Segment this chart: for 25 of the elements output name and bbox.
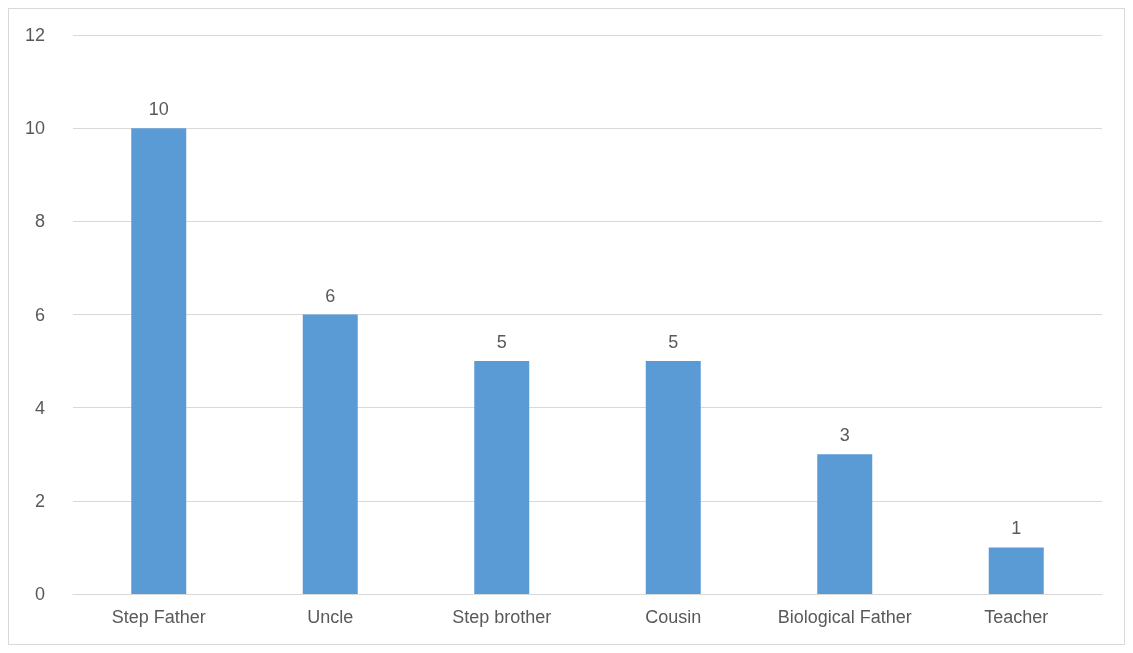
bar [474,361,530,594]
y-tick-label: 8 [34,211,45,232]
x-tick-label: Teacher [984,607,1049,627]
y-tick-label: 10 [24,118,45,139]
data-label: 5 [496,332,507,353]
y-tick-label: 2 [34,490,45,511]
y-tick-label: 4 [34,397,45,418]
y-tick-label: 0 [34,584,45,604]
data-label: 3 [839,425,850,446]
x-tick-label: Uncle [307,607,354,627]
bar [988,547,1044,594]
x-tick-label: Step brother [452,607,552,627]
data-label: 6 [325,285,336,306]
x-tick-label: Step Father [111,607,206,627]
bar [302,314,358,594]
x-tick-label: Cousin [645,607,702,627]
data-label: 10 [148,99,169,120]
y-tick-label: 6 [34,304,45,325]
bar [131,128,187,594]
bar [645,361,701,594]
data-label: 1 [1011,518,1022,539]
y-tick-label: 12 [24,25,45,45]
x-tick-label: Biological Father [777,607,912,627]
data-label: 5 [668,332,679,353]
bar [817,454,873,594]
